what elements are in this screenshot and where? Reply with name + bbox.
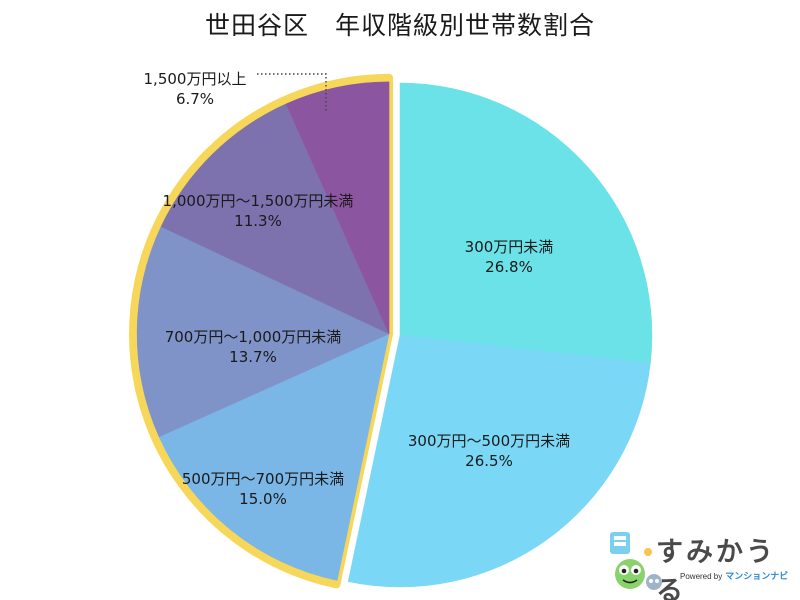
chart-title: 世田谷区 年収階級別世帯数割合 — [204, 11, 595, 40]
leader-line — [257, 73, 327, 112]
slice-category-2: 300万円〜500万円未満 — [408, 432, 570, 450]
slice-label-5: 1,000万円〜1,500万円未満 11.3% — [163, 192, 354, 230]
slice-value-4: 13.7% — [229, 348, 277, 366]
mascot-icon — [610, 532, 662, 590]
slice-category-5: 1,000万円〜1,500万円未満 — [163, 192, 354, 210]
pie-slice-2 — [347, 334, 651, 588]
slice-value-2: 26.5% — [465, 452, 513, 470]
slice-value-6: 6.7% — [176, 90, 214, 108]
slice-category-1: 300万円未満 — [465, 238, 554, 256]
pie-slice-6 — [285, 81, 390, 334]
slice-value-5: 11.3% — [234, 212, 282, 230]
logo-brand: マンションナビ — [725, 571, 789, 581]
slice-label-3: 500万円〜700万円未満 15.0% — [182, 470, 344, 508]
slice-category-3: 500万円〜700万円未満 — [182, 470, 344, 488]
slice-label-4: 700万円〜1,000万円未満 13.7% — [165, 328, 342, 366]
sumikauru-logo: すみかうる Powered by マンションナビ — [608, 530, 798, 600]
pie-slice-5 — [160, 103, 390, 335]
slice-value-1: 26.8% — [485, 258, 533, 276]
slice-category-4: 700万円〜1,000万円未満 — [165, 328, 342, 346]
pie-slice-4 — [136, 226, 390, 438]
logo-wordmark: すみかうる — [656, 537, 776, 600]
slice-category-6: 1,500万円以上 — [144, 70, 247, 88]
slice-value-3: 15.0% — [239, 490, 287, 508]
pie-slice-1 — [399, 82, 653, 364]
logo-powered-label: Powered by — [680, 572, 723, 581]
slice-label-1: 300万円未満 26.8% — [465, 238, 554, 276]
pie-slice-3 — [158, 333, 390, 581]
slice-label-2: 300万円〜500万円未満 26.5% — [408, 432, 570, 470]
slice-label-6: 1,500万円以上 6.7% — [144, 70, 247, 108]
logo-powered-by: Powered by マンションナビ — [680, 569, 788, 582]
